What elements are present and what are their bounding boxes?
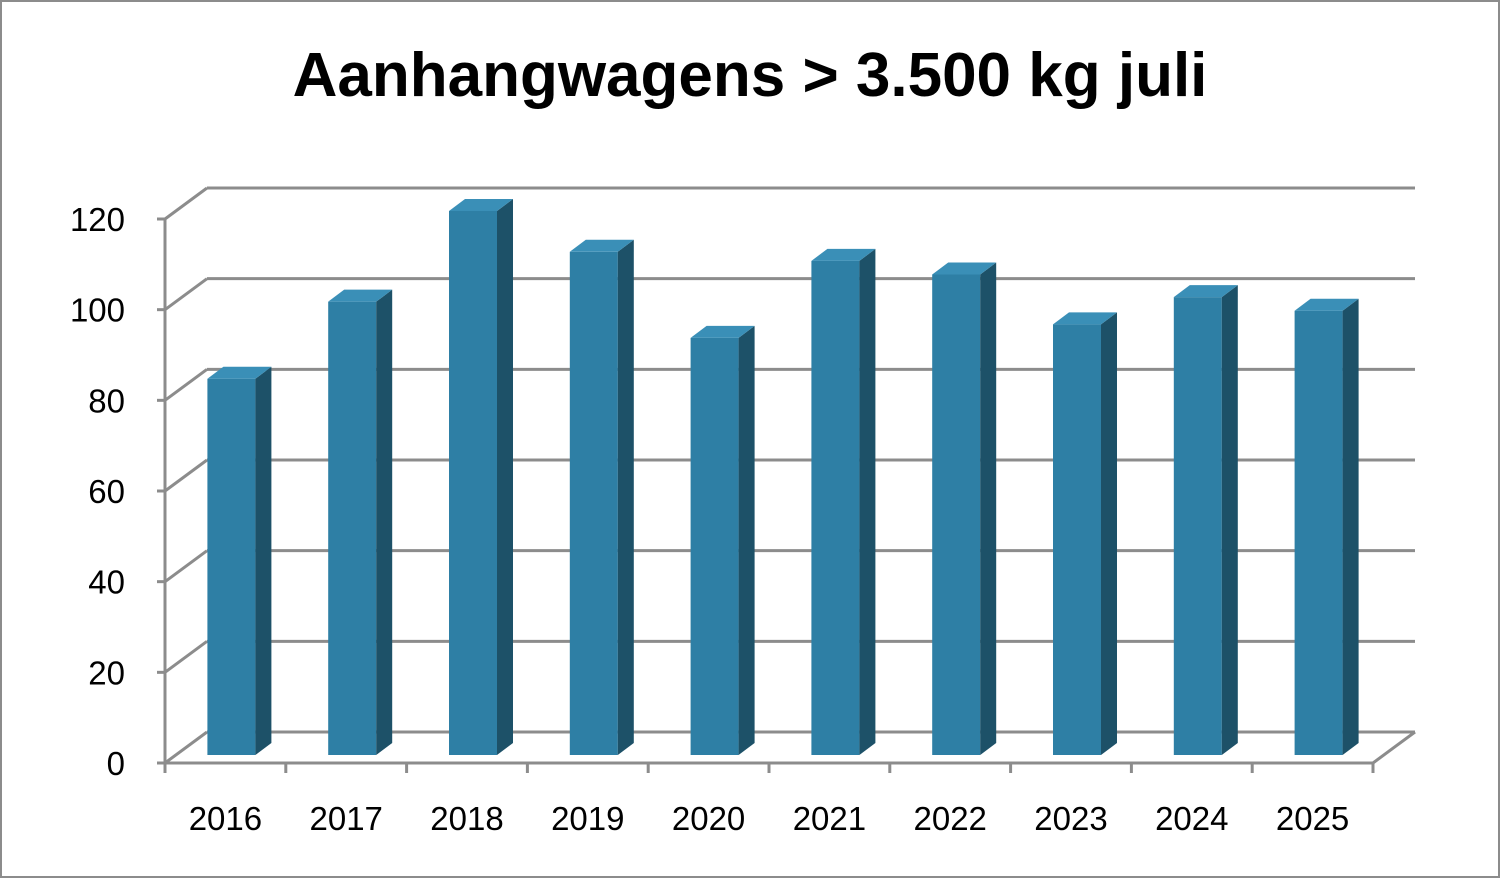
bar-top <box>449 199 513 211</box>
bar <box>328 289 393 755</box>
bars <box>207 199 1359 756</box>
x-tick-label: 2021 <box>793 800 866 837</box>
bar-top <box>932 262 997 275</box>
x-tick-label: 2020 <box>672 800 745 837</box>
bar-front <box>1173 297 1222 755</box>
bar-top <box>1173 285 1238 298</box>
tick-labels: 0 20 40 60 80 100 120 2016 2017 2018 2019 2020 2021 2… <box>70 201 1349 837</box>
y-tick-label: 0 <box>107 745 125 782</box>
bar-front <box>690 337 739 755</box>
bar-front <box>1294 310 1343 755</box>
bar <box>207 366 272 755</box>
x-tick-label: 2022 <box>913 800 986 837</box>
axes <box>157 217 1416 773</box>
bar-side <box>1221 285 1238 755</box>
bar <box>1053 312 1117 755</box>
x-tick-label: 2024 <box>1155 800 1228 837</box>
gridline-depth <box>164 458 208 493</box>
gridline-depth <box>164 640 208 674</box>
x-tick-label: 2018 <box>430 800 503 837</box>
bar-front <box>1053 324 1101 755</box>
y-tick-label: 40 <box>88 564 125 601</box>
bar-side <box>497 199 513 755</box>
bar-top <box>569 239 634 252</box>
bar-top <box>328 289 393 302</box>
bar-side <box>255 366 272 755</box>
gridline-depth <box>164 368 208 402</box>
gridline-depth <box>164 549 208 583</box>
x-tick-label: 2016 <box>189 800 262 837</box>
bar-top <box>690 325 755 338</box>
bar-side <box>980 262 997 755</box>
gridline-depth <box>164 277 208 311</box>
bar <box>932 262 997 755</box>
bar-front <box>328 301 377 755</box>
x-tick-label: 2025 <box>1276 800 1349 837</box>
floor-edge <box>1372 730 1416 765</box>
bar-top <box>1053 312 1117 325</box>
y-tick-label: 20 <box>88 654 125 691</box>
bar <box>1173 285 1238 755</box>
chart-title: Aanhangwagens > 3.500 kg juli <box>292 41 1208 110</box>
bar-side <box>617 239 634 756</box>
bar <box>449 199 513 755</box>
bar-side <box>738 325 755 755</box>
y-tick-label: 80 <box>88 382 125 419</box>
bar-side <box>1342 298 1359 755</box>
bar <box>569 239 634 756</box>
bar <box>1294 298 1359 755</box>
gridline-depth <box>164 186 208 221</box>
y-tick-label: 100 <box>70 292 125 329</box>
bar-side <box>859 248 876 755</box>
bar-top <box>811 248 876 261</box>
bar <box>690 325 755 755</box>
bar-front <box>449 211 497 755</box>
gridline-depth <box>164 730 208 765</box>
x-tick-label: 2019 <box>551 800 624 837</box>
y-tick-label: 60 <box>88 473 125 510</box>
bar-top <box>1294 298 1359 311</box>
bar-front <box>811 260 860 755</box>
bar-front <box>932 274 981 755</box>
bar-side <box>376 289 393 755</box>
x-tick-label: 2023 <box>1034 800 1107 837</box>
bar-front <box>569 251 618 756</box>
x-tick-label: 2017 <box>309 800 382 837</box>
bar-side <box>1101 312 1117 755</box>
bar <box>811 248 876 755</box>
bar-front <box>207 378 256 755</box>
bar-top <box>207 366 272 379</box>
y-tick-label: 120 <box>70 201 125 238</box>
